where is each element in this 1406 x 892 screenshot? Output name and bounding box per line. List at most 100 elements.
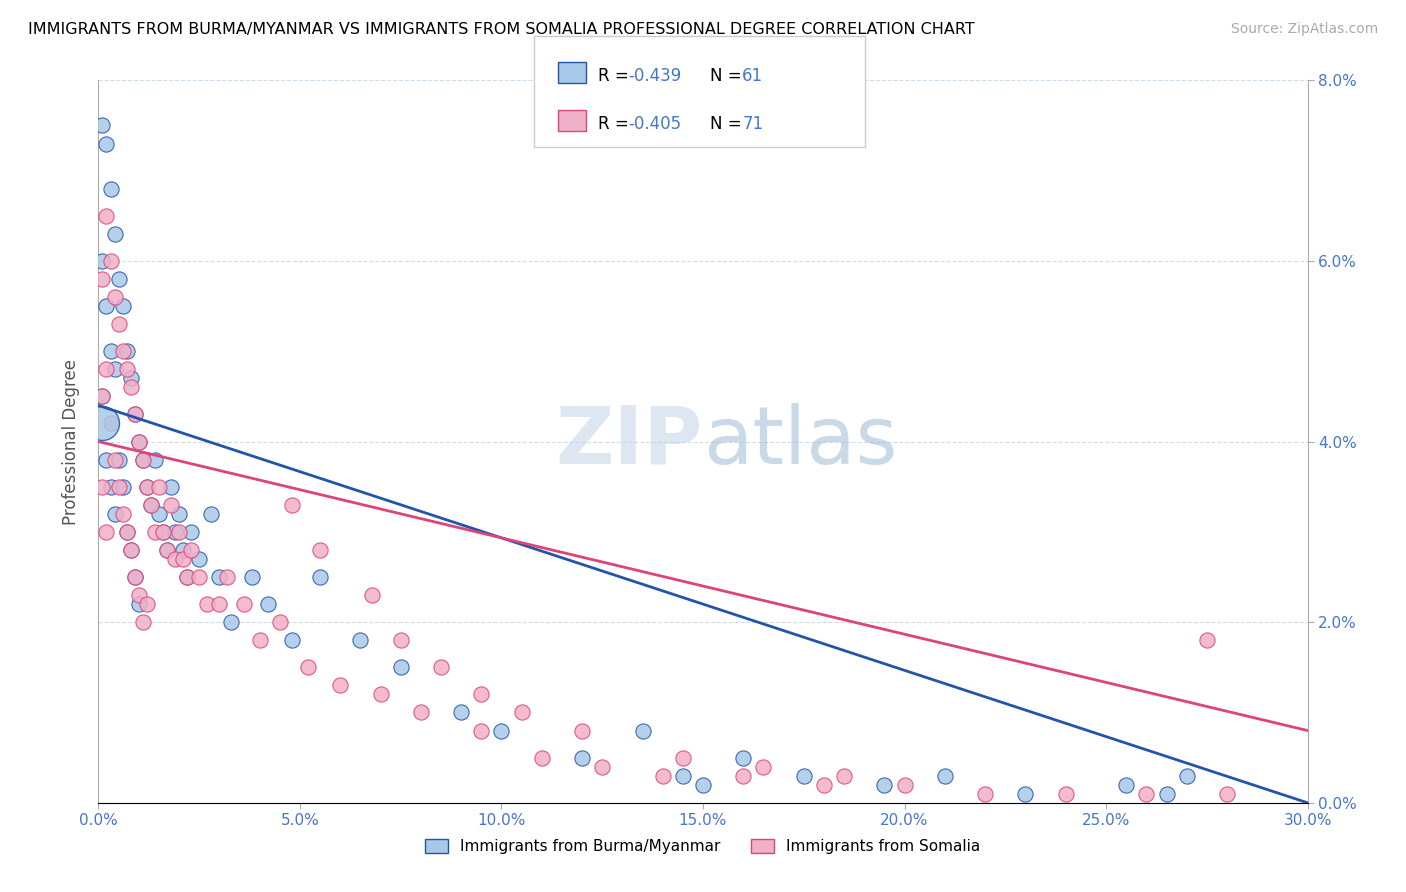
- Text: -0.439: -0.439: [628, 67, 682, 85]
- Point: [256, 597, 278, 611]
- Point: [873, 778, 896, 792]
- Text: N =: N =: [710, 67, 747, 85]
- Point: [111, 299, 134, 313]
- Point: [269, 615, 291, 630]
- Point: [793, 769, 815, 783]
- Point: [107, 480, 129, 494]
- Point: [115, 344, 138, 359]
- Point: [96, 362, 118, 376]
- Point: [530, 750, 553, 764]
- Point: [232, 597, 254, 611]
- Point: [115, 524, 138, 539]
- Point: [450, 706, 472, 720]
- Point: [188, 552, 211, 566]
- Point: [148, 480, 170, 494]
- Point: [1175, 769, 1198, 783]
- Point: [132, 452, 155, 467]
- Point: [813, 778, 835, 792]
- Point: [1115, 778, 1137, 792]
- Point: [1195, 633, 1218, 648]
- Point: [143, 452, 166, 467]
- Point: [195, 597, 218, 611]
- Point: [893, 778, 915, 792]
- Point: [309, 542, 332, 557]
- Point: [1054, 787, 1077, 801]
- Point: [672, 769, 695, 783]
- Point: [156, 542, 179, 557]
- Point: [281, 498, 304, 512]
- Point: [470, 723, 492, 738]
- Text: N =: N =: [710, 115, 747, 133]
- Point: [96, 209, 118, 223]
- Point: [135, 480, 157, 494]
- Point: [208, 570, 231, 584]
- Text: 71: 71: [742, 115, 763, 133]
- Point: [107, 272, 129, 286]
- Point: [124, 570, 146, 584]
- Point: [107, 317, 129, 331]
- Point: [139, 498, 162, 512]
- Point: [180, 524, 202, 539]
- Point: [1216, 787, 1239, 801]
- Text: 61: 61: [742, 67, 763, 85]
- Point: [100, 344, 122, 359]
- Point: [128, 588, 150, 602]
- Point: [91, 480, 114, 494]
- Point: [1156, 787, 1178, 801]
- Point: [510, 706, 533, 720]
- Point: [409, 706, 432, 720]
- Point: [124, 408, 146, 422]
- Point: [217, 570, 239, 584]
- Point: [91, 389, 114, 403]
- Point: [240, 570, 263, 584]
- Point: [96, 299, 118, 313]
- Point: [91, 119, 114, 133]
- Point: [103, 507, 125, 521]
- Point: [571, 750, 593, 764]
- Text: IMMIGRANTS FROM BURMA/MYANMAR VS IMMIGRANTS FROM SOMALIA PROFESSIONAL DEGREE COR: IMMIGRANTS FROM BURMA/MYANMAR VS IMMIGRA…: [28, 22, 974, 37]
- Point: [139, 498, 162, 512]
- Point: [96, 136, 118, 151]
- Point: [631, 723, 654, 738]
- Point: [128, 434, 150, 449]
- Point: [752, 760, 775, 774]
- Point: [733, 769, 755, 783]
- Point: [361, 588, 384, 602]
- Point: [172, 552, 194, 566]
- Point: [111, 507, 134, 521]
- Point: [143, 524, 166, 539]
- Point: [100, 253, 122, 268]
- Point: [370, 687, 392, 701]
- Point: [389, 633, 412, 648]
- Point: [132, 452, 155, 467]
- Point: [91, 389, 114, 403]
- Point: [167, 507, 190, 521]
- Point: [349, 633, 371, 648]
- Point: [188, 570, 211, 584]
- Point: [470, 687, 492, 701]
- Point: [103, 452, 125, 467]
- Point: [132, 615, 155, 630]
- Point: [200, 507, 222, 521]
- Text: Source: ZipAtlas.com: Source: ZipAtlas.com: [1230, 22, 1378, 37]
- Point: [111, 480, 134, 494]
- Point: [148, 507, 170, 521]
- Text: ZIP: ZIP: [555, 402, 703, 481]
- Point: [163, 524, 186, 539]
- Point: [100, 480, 122, 494]
- Text: -0.405: -0.405: [628, 115, 682, 133]
- Point: [124, 408, 146, 422]
- Point: [176, 570, 198, 584]
- Point: [1014, 787, 1036, 801]
- Point: [329, 678, 352, 692]
- Point: [120, 371, 142, 385]
- Point: [491, 723, 513, 738]
- Point: [120, 542, 142, 557]
- Point: [91, 417, 114, 431]
- Point: [167, 524, 190, 539]
- Point: [96, 452, 118, 467]
- Point: [103, 362, 125, 376]
- Point: [115, 362, 138, 376]
- Legend: Immigrants from Burma/Myanmar, Immigrants from Somalia: Immigrants from Burma/Myanmar, Immigrant…: [419, 833, 987, 860]
- Point: [135, 597, 157, 611]
